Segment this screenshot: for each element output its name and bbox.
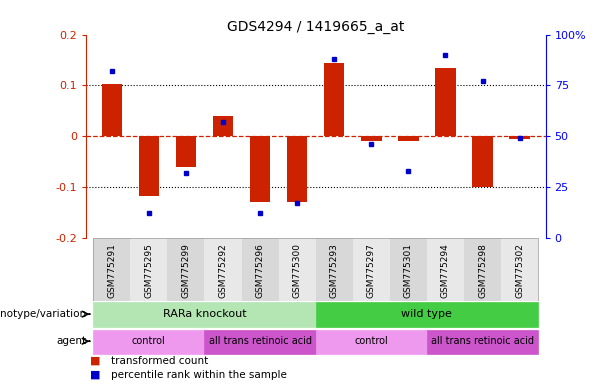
Bar	[131, 238, 167, 301]
Bar	[473, 136, 493, 187]
Text: GSM775294: GSM775294	[441, 243, 450, 298]
Bar	[93, 303, 316, 327]
Bar	[102, 84, 122, 136]
Bar	[464, 238, 501, 301]
Bar	[427, 329, 538, 354]
Bar	[352, 238, 390, 301]
Text: GSM775297: GSM775297	[367, 243, 376, 298]
Bar	[316, 238, 352, 301]
Text: GSM775295: GSM775295	[144, 243, 153, 298]
Text: GSM775300: GSM775300	[292, 243, 302, 298]
Bar	[509, 136, 530, 139]
Text: percentile rank within the sample: percentile rank within the sample	[111, 370, 287, 380]
Text: GSM775293: GSM775293	[330, 243, 339, 298]
Bar	[427, 238, 464, 301]
Text: GSM775292: GSM775292	[218, 243, 227, 298]
Bar	[250, 136, 270, 202]
Bar	[501, 238, 538, 301]
Bar	[242, 238, 279, 301]
Text: GSM775296: GSM775296	[256, 243, 265, 298]
Text: control: control	[354, 336, 388, 346]
Text: agent: agent	[56, 336, 86, 346]
Bar	[361, 136, 381, 141]
Title: GDS4294 / 1419665_a_at: GDS4294 / 1419665_a_at	[227, 20, 405, 33]
Text: genotype/variation: genotype/variation	[0, 309, 86, 319]
Bar	[316, 303, 538, 327]
Text: GSM775291: GSM775291	[107, 243, 116, 298]
Bar	[279, 238, 316, 301]
Bar	[93, 329, 205, 354]
Bar	[390, 238, 427, 301]
Bar	[316, 329, 427, 354]
Text: GSM775301: GSM775301	[404, 243, 413, 298]
Text: ■: ■	[91, 356, 101, 366]
Text: GSM775302: GSM775302	[515, 243, 524, 298]
Text: all trans retinoic acid: all trans retinoic acid	[208, 336, 311, 346]
Text: wild type: wild type	[402, 309, 452, 319]
Bar	[139, 136, 159, 196]
Text: all trans retinoic acid: all trans retinoic acid	[431, 336, 534, 346]
Text: GSM775299: GSM775299	[181, 243, 191, 298]
Text: GSM775298: GSM775298	[478, 243, 487, 298]
Bar	[167, 238, 205, 301]
Text: RARa knockout: RARa knockout	[162, 309, 246, 319]
Bar	[176, 136, 196, 167]
Bar	[287, 136, 307, 202]
Bar	[205, 238, 242, 301]
Bar	[93, 238, 131, 301]
Text: transformed count: transformed count	[111, 356, 208, 366]
Bar	[324, 63, 345, 136]
Bar	[213, 116, 233, 136]
Bar	[435, 68, 455, 136]
Bar	[205, 329, 316, 354]
Text: control: control	[132, 336, 166, 346]
Bar	[398, 136, 419, 141]
Text: ■: ■	[91, 370, 101, 380]
